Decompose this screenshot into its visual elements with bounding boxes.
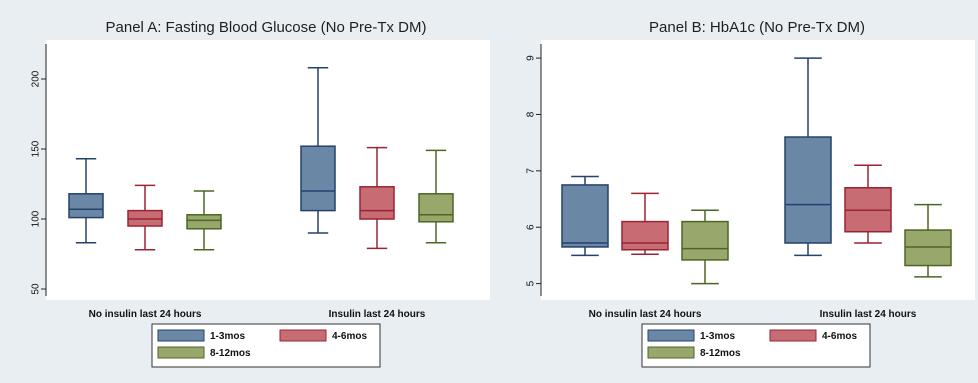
panel-b-y-tick-label: 8 xyxy=(526,111,537,117)
panel-b-legend-swatch-8-12mos xyxy=(647,346,695,359)
box-iqr xyxy=(359,186,395,220)
panel-b-legend-label-8-12mos: 8-12mos xyxy=(700,348,741,359)
panel-a-legend-swatch-8-12mos xyxy=(157,346,205,359)
panel-b-legend-swatch-1-3mos xyxy=(647,329,695,342)
panel-b-category-1: No insulin last 24 hours xyxy=(589,309,702,320)
box-iqr xyxy=(904,229,952,267)
panel-a-box-4-6mos-2 xyxy=(359,146,395,250)
panel-a-legend-label-4-6mos: 4-6mos xyxy=(332,331,367,342)
panel-a-boxes xyxy=(68,67,454,251)
panel-b-y-tick-label: 9 xyxy=(526,55,537,61)
panel-a-box-8-12mos-2 xyxy=(418,149,454,244)
panel-b-box-1-3mos-1 xyxy=(561,175,609,257)
box-iqr xyxy=(68,193,104,219)
panel-b-y-tick-label: 6 xyxy=(526,224,537,230)
panel-b-box-4-6mos-2 xyxy=(844,164,892,244)
box-iqr xyxy=(561,184,609,248)
panel-b-legend-label-1-3mos: 1-3mos xyxy=(700,331,735,342)
panel-a-y-ticks: 50 100 150 200 xyxy=(31,70,46,295)
box-iqr xyxy=(300,145,336,212)
panel-a-y-tick-label: 100 xyxy=(31,210,42,227)
panel-a-box-1-3mos-2 xyxy=(300,67,336,234)
panel-a-box-8-12mos-1 xyxy=(186,190,222,251)
panel-a-legend-label-1-3mos: 1-3mos xyxy=(210,331,245,342)
panel-a-box-4-6mos-1 xyxy=(127,184,163,251)
box-iqr xyxy=(186,214,222,230)
panel-a-legend-swatch-1-3mos xyxy=(157,329,205,342)
panel-b-box-8-12mos-1 xyxy=(681,209,729,285)
panel-b-box-4-6mos-1 xyxy=(621,192,669,256)
panel-b-y-tick-label: 5 xyxy=(526,280,537,286)
panel-b-legend: 1-3mos 4-6mos 8-12mos xyxy=(641,323,871,368)
panel-a-category-2: Insulin last 24 hours xyxy=(329,309,426,320)
panel-b-legend-swatch-4-6mos xyxy=(769,329,817,342)
panel-a-box-1-3mos-1 xyxy=(68,158,104,244)
panel-b-category-2: Insulin last 24 hours xyxy=(820,309,917,320)
panel-a: Panel A: Fasting Blood Glucose (No Pre-T… xyxy=(31,19,490,368)
box-iqr xyxy=(418,193,454,223)
panel-b-box-1-3mos-2 xyxy=(784,57,832,257)
panel-a-y-tick-label: 50 xyxy=(31,283,42,295)
panel-a-y-tick-label: 200 xyxy=(31,70,42,87)
panel-b: Panel B: HbA1c (No Pre-Tx DM) 5 6 7 8 9 No i… xyxy=(526,19,975,368)
box-iqr xyxy=(784,136,832,244)
panel-a-legend-label-8-12mos: 8-12mos xyxy=(210,348,251,359)
panel-a-legend: 1-3mos 4-6mos 8-12mos xyxy=(151,323,381,368)
panel-b-plot-area xyxy=(541,40,975,300)
panel-b-box-8-12mos-2 xyxy=(904,203,952,278)
panel-b-boxes xyxy=(561,57,952,285)
panel-b-y-tick-label: 7 xyxy=(526,168,537,174)
box-iqr xyxy=(681,220,729,261)
panel-a-category-1: No insulin last 24 hours xyxy=(89,309,202,320)
panel-b-y-ticks: 5 6 7 8 9 xyxy=(526,55,541,286)
panel-a-legend-swatch-4-6mos xyxy=(279,329,327,342)
panel-a-y-tick-label: 150 xyxy=(31,140,42,157)
panel-b-legend-label-4-6mos: 4-6mos xyxy=(822,331,857,342)
panel-b-title: Panel B: HbA1c (No Pre-Tx DM) xyxy=(649,19,865,36)
panel-a-plot-area xyxy=(46,40,490,300)
panel-a-title: Panel A: Fasting Blood Glucose (No Pre-T… xyxy=(106,19,427,36)
box-iqr xyxy=(621,220,669,251)
